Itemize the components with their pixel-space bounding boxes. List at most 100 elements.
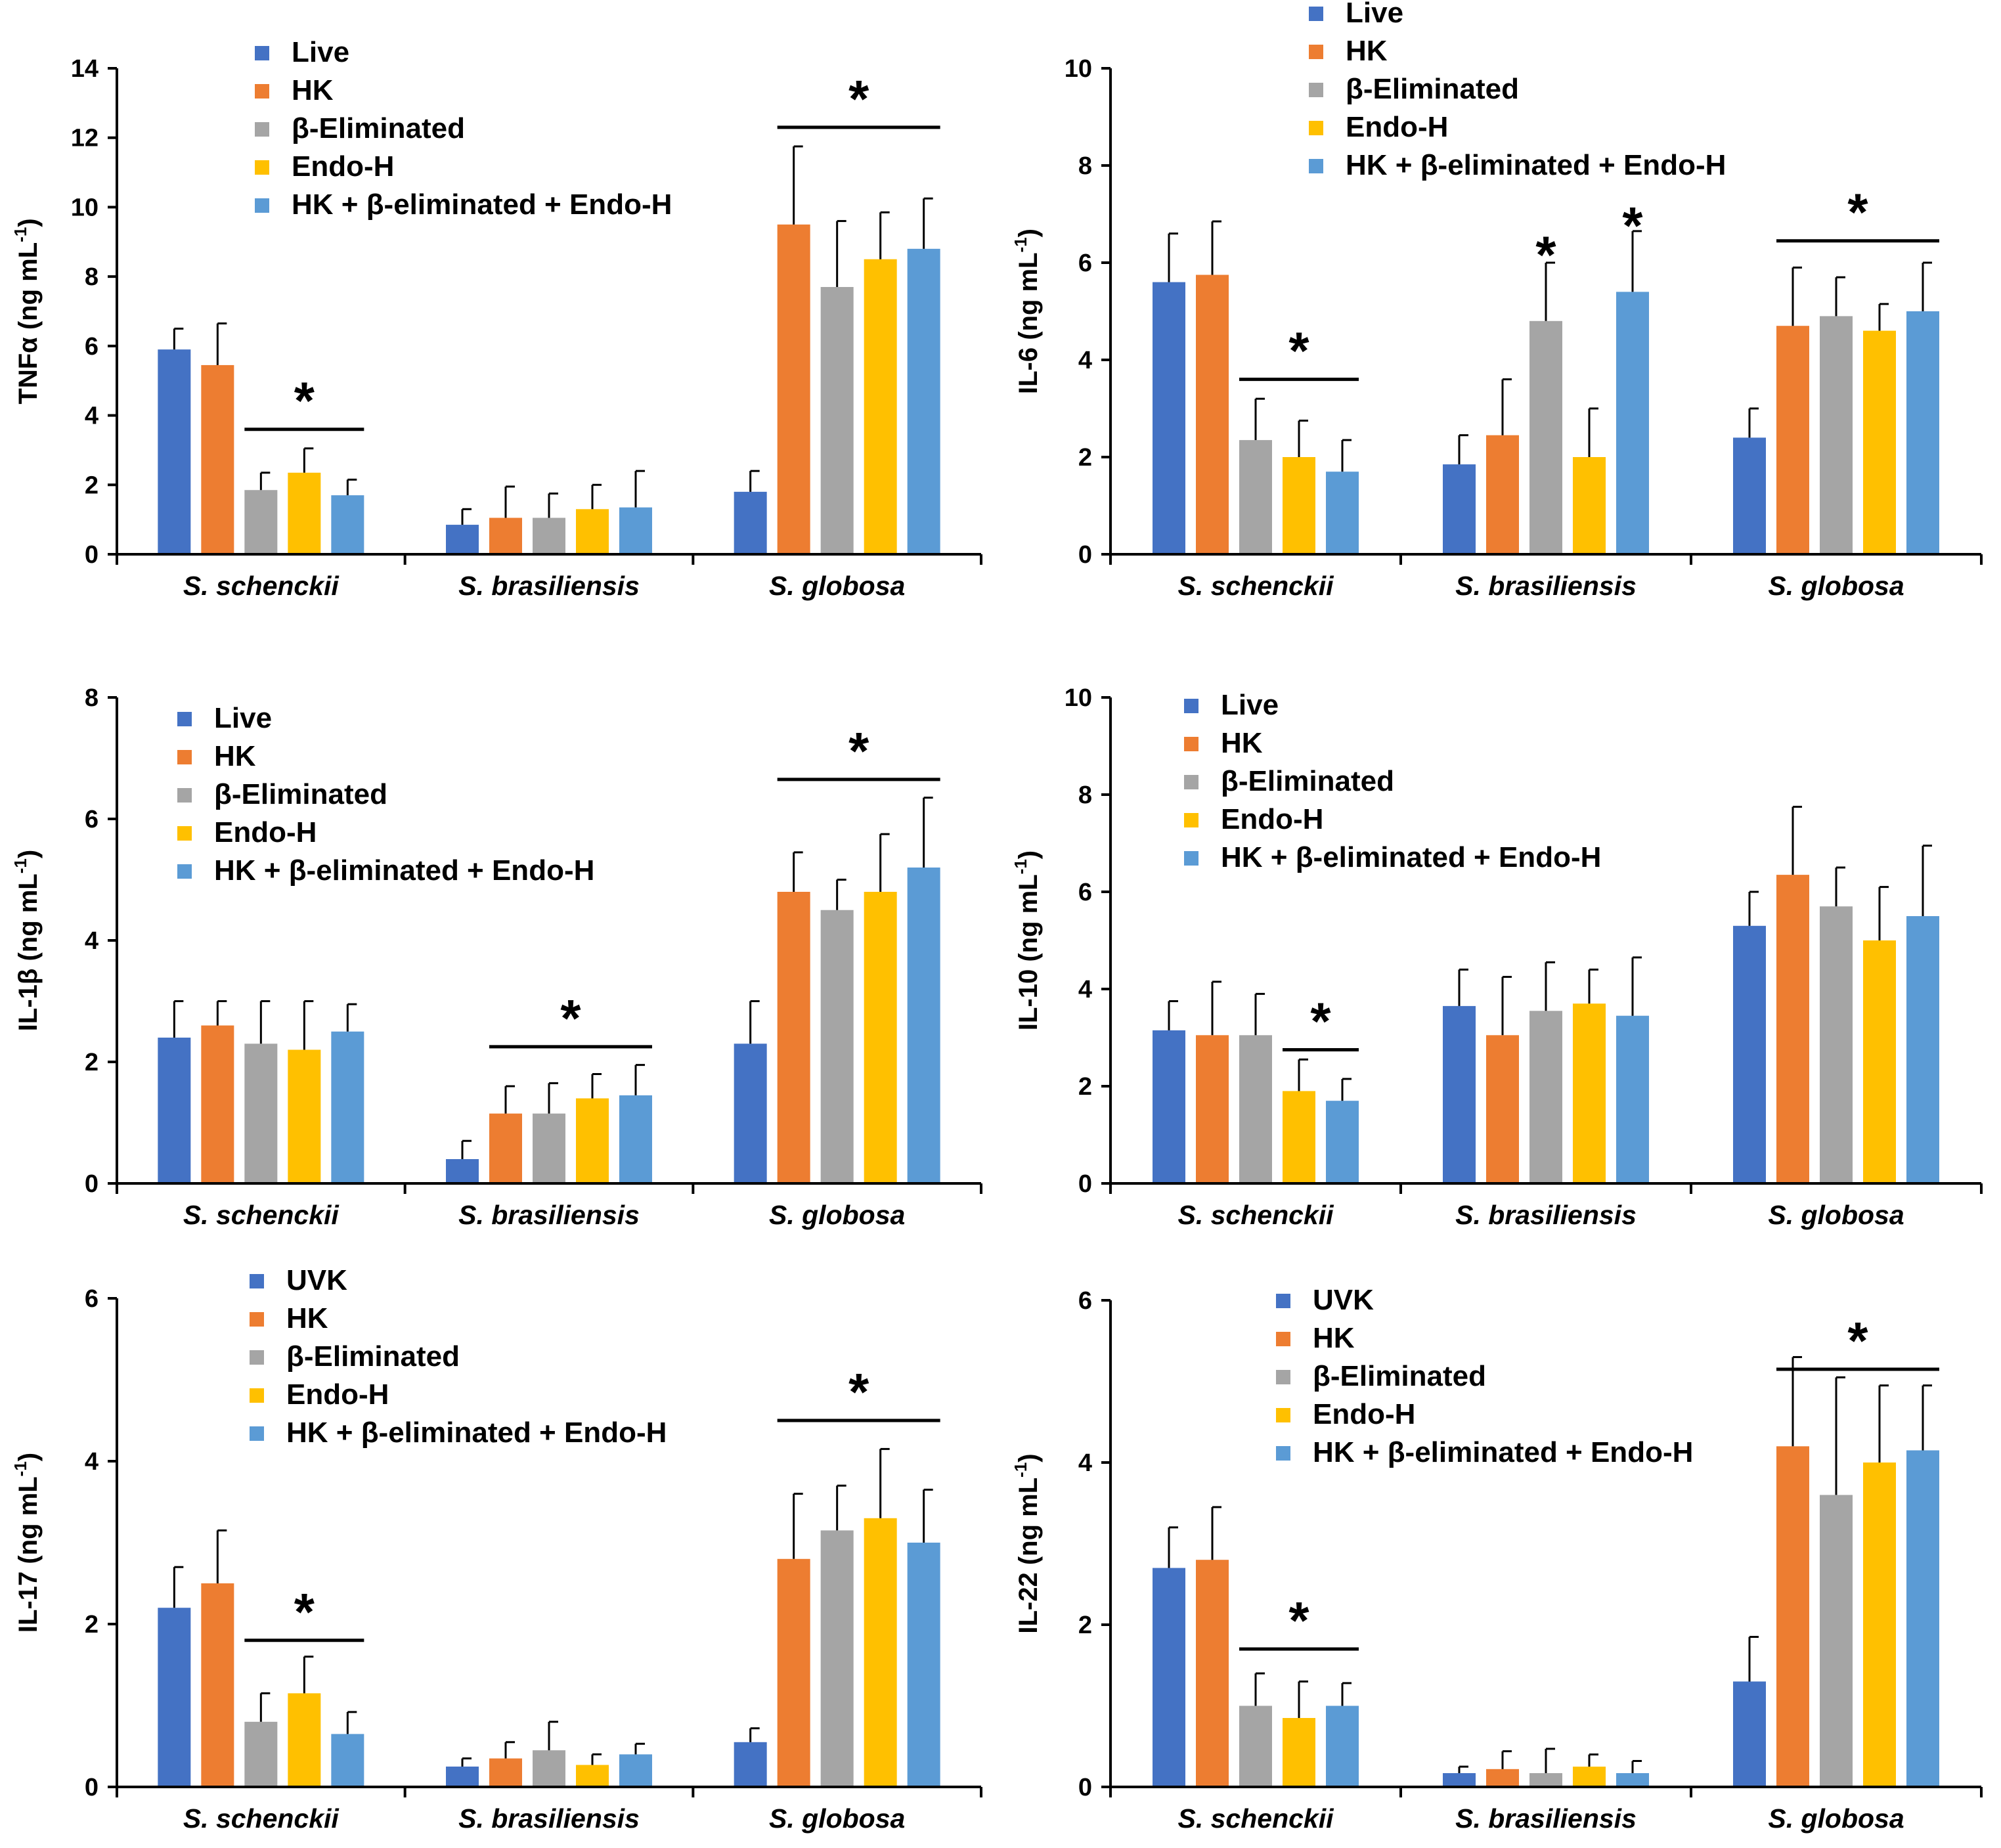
significance-markers: * bbox=[1283, 992, 1359, 1051]
y-axis-label: IL-1β (ng mL-1) bbox=[11, 850, 43, 1031]
y-axis-label-close: ) bbox=[1014, 1453, 1043, 1462]
bar-1-cat-2 bbox=[446, 525, 479, 554]
category-label: S. globosa bbox=[1768, 571, 1904, 601]
y-axis-label-paren: ( bbox=[1014, 1556, 1043, 1572]
legend-label-1: Live bbox=[1346, 0, 1403, 29]
significance-markers: ** bbox=[244, 70, 940, 431]
bar-5-cat-2 bbox=[1616, 1773, 1649, 1787]
significance-star: * bbox=[1535, 226, 1556, 284]
category-label: S. brasiliensis bbox=[1455, 1200, 1637, 1230]
bar-4-cat-3 bbox=[1863, 940, 1896, 1183]
legend-label-5: HK + β-eliminated + Endo-H bbox=[1346, 149, 1726, 181]
legend-swatch-1 bbox=[1184, 699, 1198, 713]
bar-1-cat-2 bbox=[446, 1767, 479, 1787]
bar-5-cat-3 bbox=[1906, 916, 1939, 1183]
legend-label-2: HK bbox=[1313, 1322, 1355, 1354]
bar-4-cat-3 bbox=[864, 1518, 897, 1787]
significance-star: * bbox=[848, 722, 869, 780]
y-tick-label: 0 bbox=[85, 541, 99, 569]
legend-swatch-1 bbox=[177, 712, 192, 726]
y-tick-label: 6 bbox=[1078, 879, 1092, 906]
legend-swatch-2 bbox=[255, 84, 269, 99]
bar-1-cat-1 bbox=[1153, 1568, 1185, 1787]
bar-5-cat-2 bbox=[619, 1754, 652, 1787]
legend-swatch-4 bbox=[250, 1388, 264, 1403]
category-label: S. schenckii bbox=[1177, 1200, 1334, 1230]
y-tick-label: 2 bbox=[1078, 1073, 1092, 1101]
bar-4-cat-3 bbox=[864, 259, 897, 554]
bar-2-cat-1 bbox=[1196, 1035, 1229, 1183]
bar-2-cat-3 bbox=[1776, 326, 1809, 554]
bar-2-cat-3 bbox=[777, 892, 810, 1183]
axes: 0 2 4 6 S. schenckii S. brasiliensis S. globos… bbox=[1078, 1287, 1983, 1834]
legend-swatch-1 bbox=[255, 46, 269, 60]
bar-3-cat-2 bbox=[1529, 1011, 1562, 1183]
bar-2-cat-2 bbox=[1486, 1769, 1519, 1787]
bar-4-cat-2 bbox=[576, 509, 609, 554]
bars bbox=[1153, 1446, 1939, 1787]
significance-star: * bbox=[560, 989, 581, 1047]
significance-star: * bbox=[848, 1363, 869, 1421]
bar-1-cat-3 bbox=[734, 491, 767, 554]
y-axis-label-unit: ng mL bbox=[14, 873, 43, 952]
y-tick-label: 0 bbox=[85, 1774, 99, 1801]
y-axis-label-unit: ng mL bbox=[1014, 252, 1043, 331]
legend-label-3: β-Eliminated bbox=[292, 112, 465, 144]
bar-1-cat-1 bbox=[158, 349, 191, 554]
y-axis-label-main: IL-17 bbox=[14, 1572, 43, 1633]
error-bars bbox=[173, 145, 933, 525]
y-axis-label-unit: ng mL bbox=[14, 242, 43, 321]
y-tick-label: 0 bbox=[1078, 1774, 1092, 1801]
legend-label-3: β-Eliminated bbox=[1313, 1360, 1486, 1392]
category-label: S. brasiliensis bbox=[458, 1803, 640, 1834]
legend-label-3: β-Eliminated bbox=[286, 1340, 460, 1373]
bar-4-cat-1 bbox=[288, 472, 321, 554]
category-label: S. globosa bbox=[769, 571, 905, 601]
il22-chart: 0 2 4 6 S. schenckii S. brasiliensis S. globos… bbox=[1011, 1284, 1983, 1834]
y-tick-label: 2 bbox=[1078, 444, 1092, 472]
y-axis-label-exponent: -1 bbox=[1011, 237, 1030, 252]
legend-swatch-2 bbox=[177, 750, 192, 764]
y-tick-label: 0 bbox=[1078, 1170, 1092, 1198]
legend-swatch-5 bbox=[1184, 851, 1198, 866]
category-label: S. schenckii bbox=[1177, 1803, 1334, 1834]
bar-3-cat-3 bbox=[1820, 316, 1853, 554]
y-axis-label-paren: ( bbox=[1014, 331, 1043, 347]
legend: Live HK β-Eliminated Endo-H HK + β-eliminate… bbox=[1309, 0, 1726, 181]
il10-chart: 0 2 4 6 8 10 S. schenckii S. brasiliensis S. glo… bbox=[1011, 684, 1983, 1230]
legend-label-3: β-Eliminated bbox=[1221, 765, 1394, 797]
axes: 0 2 4 6 8 10 12 14 S. schenckii S. brasiliensis S.… bbox=[71, 55, 982, 601]
bar-2-cat-1 bbox=[1196, 275, 1229, 554]
y-axis-label-unit: ng mL bbox=[1014, 1478, 1043, 1556]
category-label: S. brasiliensis bbox=[1455, 1803, 1637, 1834]
significance-star: * bbox=[294, 372, 315, 430]
bar-4-cat-1 bbox=[1283, 457, 1315, 554]
bar-3-cat-3 bbox=[820, 287, 854, 554]
y-axis-label-main: IL-1β bbox=[14, 969, 43, 1032]
legend-label-1: UVK bbox=[286, 1264, 347, 1296]
y-axis-label-paren: ( bbox=[14, 320, 43, 337]
y-tick-label: 10 bbox=[1065, 55, 1092, 83]
bar-4-cat-1 bbox=[1283, 1091, 1315, 1183]
bar-5-cat-3 bbox=[907, 1543, 940, 1787]
bar-3-cat-2 bbox=[533, 1113, 565, 1183]
bar-1-cat-2 bbox=[1443, 1005, 1476, 1183]
bar-2-cat-2 bbox=[489, 1113, 522, 1183]
y-tick-label: 4 bbox=[85, 927, 99, 955]
legend-swatch-1 bbox=[250, 1274, 264, 1288]
y-axis-label: IL-22 (ng mL-1) bbox=[1011, 1453, 1043, 1633]
bar-5-cat-3 bbox=[907, 868, 940, 1183]
bar-4-cat-3 bbox=[1863, 330, 1896, 554]
y-tick-label: 8 bbox=[1078, 781, 1092, 809]
y-tick-label: 10 bbox=[71, 194, 99, 221]
bar-2-cat-3 bbox=[1776, 1446, 1809, 1787]
significance-star: * bbox=[1310, 992, 1331, 1051]
legend-swatch-4 bbox=[1276, 1408, 1290, 1422]
legend-swatch-3 bbox=[177, 788, 192, 803]
y-tick-label: 2 bbox=[1078, 1612, 1092, 1639]
y-axis-label-main: IL-6 bbox=[1014, 347, 1043, 394]
y-axis-label-paren: ( bbox=[1014, 953, 1043, 969]
y-tick-label: 8 bbox=[85, 263, 99, 291]
y-tick-label: 2 bbox=[85, 472, 99, 499]
significance-star: * bbox=[848, 70, 869, 128]
